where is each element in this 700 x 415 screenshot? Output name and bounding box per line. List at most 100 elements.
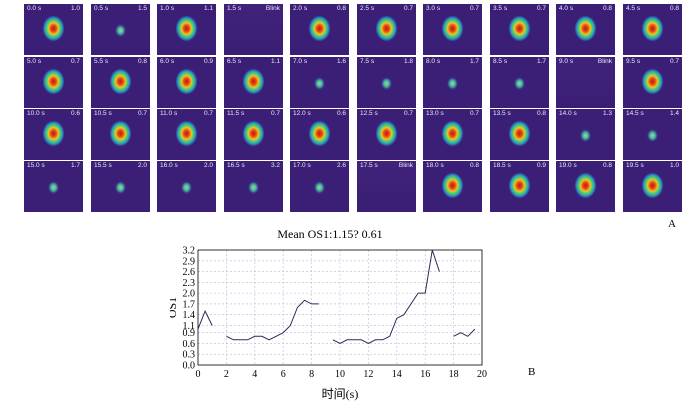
heatmap-frame: 8.5 s 1.7 bbox=[490, 57, 549, 108]
heatmap-frame: 11.0 s 0.7 bbox=[157, 109, 216, 160]
heatmap-image bbox=[157, 4, 216, 55]
frame-time-label: 13.0 s bbox=[426, 110, 444, 117]
os1-series bbox=[197, 249, 476, 344]
y-tick-label: 0.0 bbox=[183, 361, 196, 372]
heatmap-image bbox=[91, 109, 150, 160]
frame-time-label: 12.0 s bbox=[293, 110, 311, 117]
heatmap-image bbox=[290, 161, 349, 212]
x-tick-label: 12 bbox=[363, 369, 373, 380]
series-line-segment bbox=[453, 328, 476, 337]
frame-value-label: 0.7 bbox=[70, 58, 80, 65]
frame-value-label: 0.8 bbox=[536, 110, 546, 117]
heatmap-frame-grid: 0.0 s 1.0 0.5 s 1.5 1.0 s 1.1 1.5 s Blink 2.0 s 0… bbox=[24, 4, 682, 214]
chart-title: Mean OS1:1.15? 0.61 bbox=[277, 227, 382, 241]
heatmap-frame: 17.0 s 2.6 bbox=[290, 161, 349, 212]
x-tick-label: 4 bbox=[252, 369, 257, 380]
frame-value-label: Blink bbox=[597, 58, 612, 65]
series-line-segment bbox=[226, 299, 319, 341]
frame-time-label: 4.0 s bbox=[559, 5, 574, 12]
heatmap-image bbox=[423, 4, 482, 55]
heatmap-image bbox=[24, 4, 83, 55]
frame-value-label: 0.9 bbox=[203, 58, 213, 65]
frame-value-label: 0.8 bbox=[669, 5, 679, 12]
frame-time-label: 2.0 s bbox=[293, 5, 308, 12]
y-tick-label: 0.6 bbox=[183, 339, 196, 350]
frame-time-label: 12.5 s bbox=[360, 110, 378, 117]
frame-value-label: 1.0 bbox=[70, 5, 80, 12]
x-axis-tick-labels: 0 2 4 6 8 10 12 14 16 18 20 bbox=[196, 369, 488, 380]
y-tick-label: 1.4 bbox=[183, 310, 196, 321]
x-tick-label: 2 bbox=[224, 369, 229, 380]
frame-time-label: 3.0 s bbox=[426, 5, 441, 12]
frame-value-label: 0.6 bbox=[70, 110, 80, 117]
frame-value-label: 2.0 bbox=[203, 162, 213, 169]
x-axis-label: 时间(s) bbox=[322, 387, 359, 401]
heatmap-image bbox=[290, 4, 349, 55]
heatmap-image bbox=[290, 109, 349, 160]
frame-value-label: 1.1 bbox=[203, 5, 213, 12]
frame-time-label: 19.5 s bbox=[626, 162, 644, 169]
heatmap-frame: 2.0 s 0.8 bbox=[290, 4, 349, 55]
frame-time-label: 16.5 s bbox=[227, 162, 245, 169]
frame-value-label: 1.7 bbox=[469, 58, 479, 65]
heatmap-frame: 18.5 s 0.9 bbox=[490, 161, 549, 212]
heatmap-frame: 15.5 s 2.0 bbox=[91, 161, 150, 212]
heatmap-image bbox=[556, 57, 615, 108]
frame-time-label: 5.5 s bbox=[94, 58, 109, 65]
x-tick-label: 14 bbox=[392, 369, 402, 380]
heatmap-image bbox=[490, 109, 549, 160]
heatmap-image bbox=[24, 161, 83, 212]
heatmap-image bbox=[24, 57, 83, 108]
frame-value-label: Blink bbox=[398, 162, 413, 169]
heatmap-image bbox=[556, 161, 615, 212]
frame-value-label: 0.8 bbox=[469, 162, 479, 169]
y-tick-label: 3.2 bbox=[183, 246, 196, 257]
heatmap-image bbox=[623, 4, 682, 55]
frame-value-label: 1.7 bbox=[70, 162, 80, 169]
frame-value-label: 1.0 bbox=[669, 162, 679, 169]
frame-time-label: 1.5 s bbox=[227, 5, 242, 12]
frame-value-label: 0.7 bbox=[403, 110, 413, 117]
frame-value-label: 0.9 bbox=[536, 162, 546, 169]
panel-label-b: B bbox=[528, 366, 536, 378]
heatmap-image bbox=[623, 109, 682, 160]
heatmap-image bbox=[623, 57, 682, 108]
heatmap-image bbox=[623, 161, 682, 212]
frame-time-label: 7.5 s bbox=[360, 58, 375, 65]
heatmap-frame: 19.0 s 0.8 bbox=[556, 161, 615, 212]
frame-time-label: 16.0 s bbox=[160, 162, 178, 169]
frame-time-label: 15.5 s bbox=[94, 162, 112, 169]
frame-value-label: 0.7 bbox=[270, 110, 280, 117]
heatmap-image bbox=[157, 109, 216, 160]
x-tick-label: 10 bbox=[335, 369, 345, 380]
frame-time-label: 8.5 s bbox=[493, 58, 508, 65]
frame-value-label: 0.8 bbox=[602, 162, 612, 169]
y-tick-label: 0.9 bbox=[183, 328, 196, 339]
heatmap-frame: 16.5 s 3.2 bbox=[224, 161, 283, 212]
frame-value-label: 0.7 bbox=[203, 110, 213, 117]
heatmap-image bbox=[224, 161, 283, 212]
frame-time-label: 11.5 s bbox=[227, 110, 245, 117]
x-tick-label: 8 bbox=[309, 369, 314, 380]
frame-value-label: 0.8 bbox=[336, 5, 346, 12]
heatmap-frame: 6.0 s 0.9 bbox=[157, 57, 216, 108]
frame-value-label: 1.8 bbox=[403, 58, 413, 65]
frame-time-label: 9.0 s bbox=[559, 58, 574, 65]
frame-value-label: 0.7 bbox=[536, 5, 546, 12]
y-tick-label: 2.6 bbox=[183, 267, 196, 278]
frame-value-label: 1.3 bbox=[602, 110, 612, 117]
heatmap-image bbox=[91, 57, 150, 108]
heatmap-image bbox=[224, 4, 283, 55]
heatmap-frame: 13.0 s 0.7 bbox=[423, 109, 482, 160]
heatmap-image bbox=[357, 4, 416, 55]
heatmap-image bbox=[490, 57, 549, 108]
frame-value-label: 1.1 bbox=[270, 58, 280, 65]
y-tick-label: 2.3 bbox=[183, 278, 196, 289]
frame-time-label: 1.0 s bbox=[160, 5, 175, 12]
heatmap-image bbox=[490, 161, 549, 212]
heatmap-frame: 18.0 s 0.8 bbox=[423, 161, 482, 212]
frame-value-label: 0.8 bbox=[137, 58, 147, 65]
frame-time-label: 18.0 s bbox=[426, 162, 444, 169]
panel-label-a: A bbox=[668, 218, 676, 230]
heatmap-frame: 12.0 s 0.6 bbox=[290, 109, 349, 160]
